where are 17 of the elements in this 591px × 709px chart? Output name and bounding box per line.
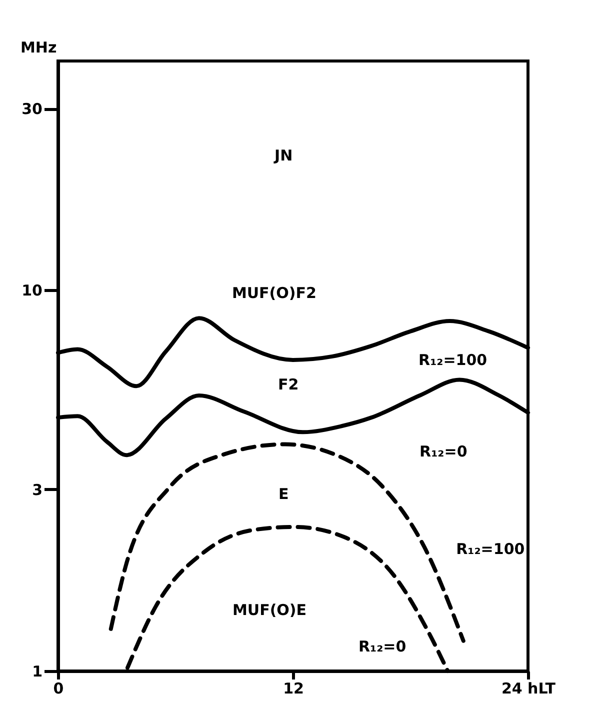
x-tick-label: 24 hLT — [501, 680, 556, 698]
x-tick-label: 0 — [53, 680, 64, 698]
x-tick-label: 12 — [283, 680, 304, 698]
annotation: MUF(O)E — [232, 601, 307, 619]
y-tick-label: 1 — [32, 662, 42, 680]
y-axis-title: MHz — [20, 38, 57, 56]
y-tick-label: 3 — [32, 480, 42, 499]
annotation: E — [278, 485, 289, 504]
annotation: R₁₂=100 — [418, 350, 488, 369]
y-tick-label: 10 — [22, 282, 42, 300]
annotation: F2 — [278, 375, 299, 394]
annotation: JN — [274, 146, 293, 165]
annotation: MUF(O)F2 — [232, 284, 316, 302]
annotation: R₁₂=100 — [456, 540, 525, 558]
annotation: R₁₂=0 — [420, 442, 468, 460]
annotation: R₁₂=0 — [358, 638, 406, 656]
y-tick-label: 30 — [22, 100, 42, 118]
